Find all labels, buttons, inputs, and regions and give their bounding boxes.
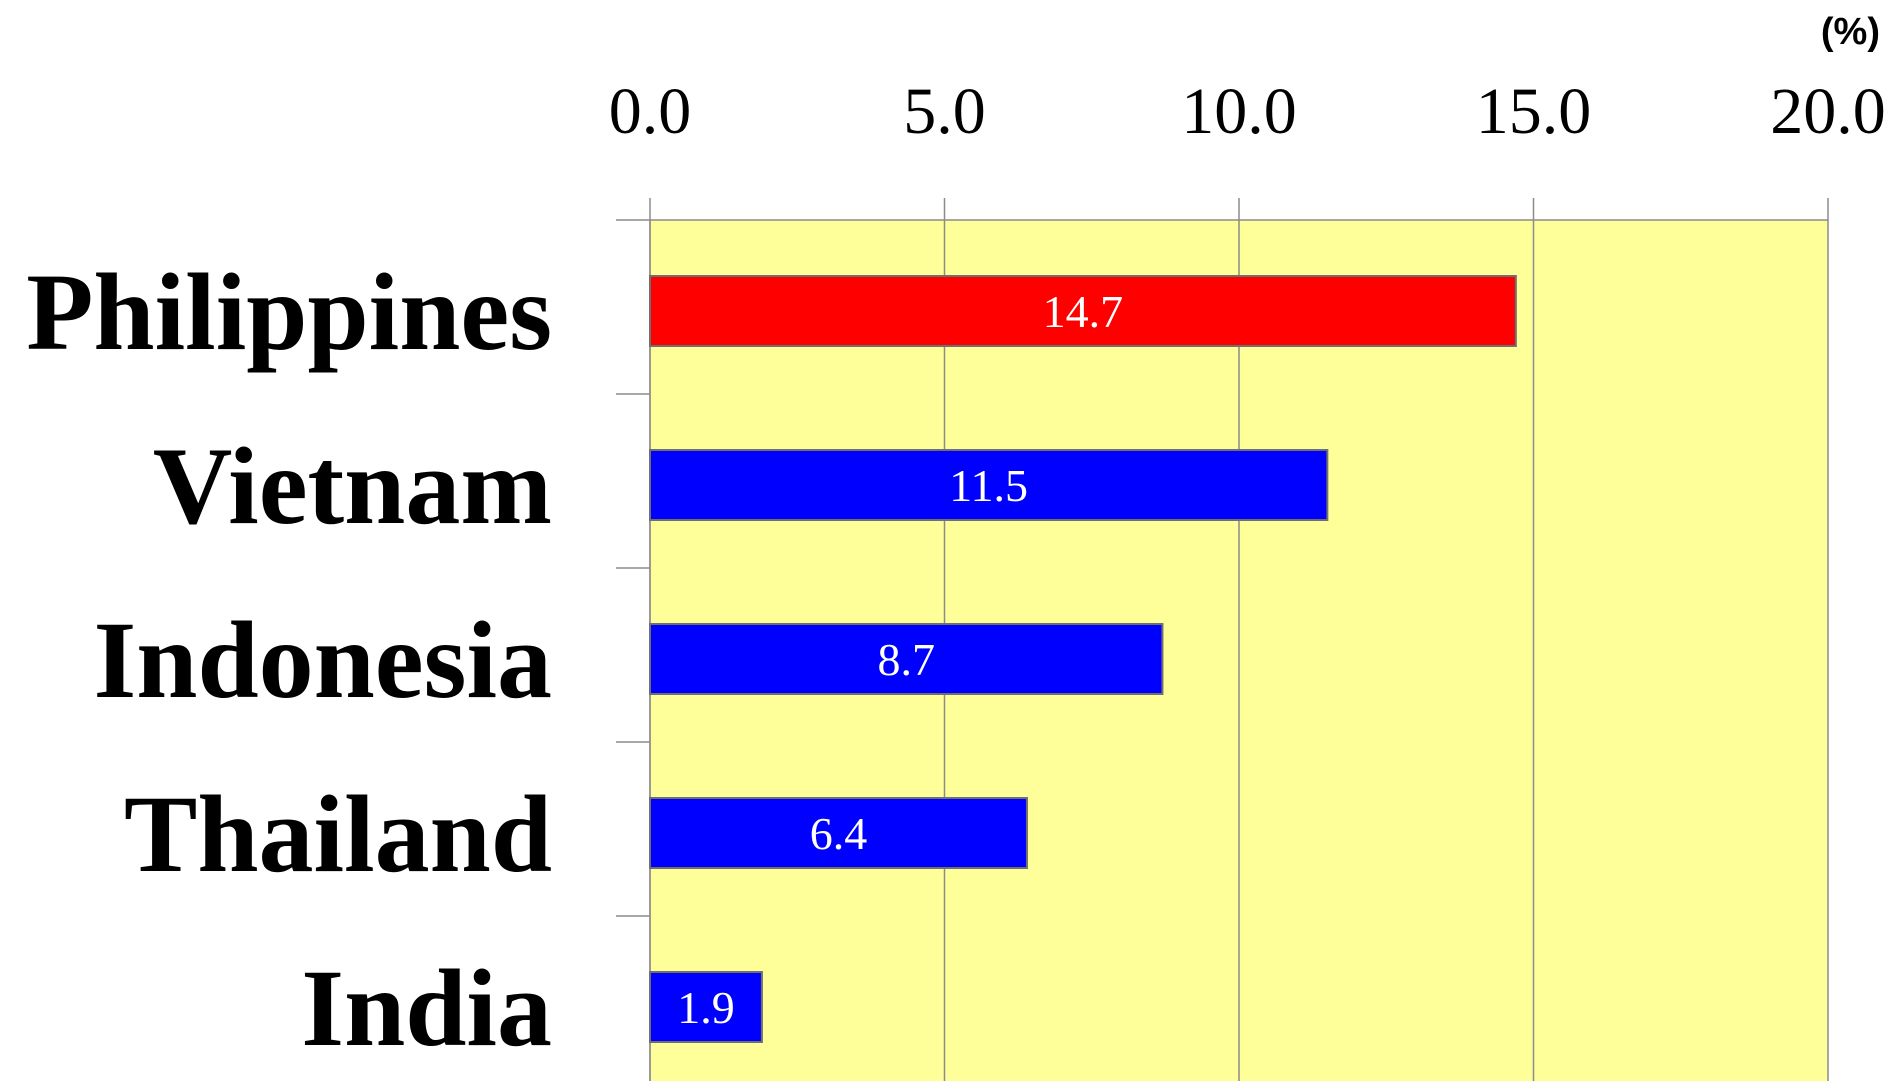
bar-vietnam [649, 449, 1329, 521]
x-tick-label: 0.0 [609, 75, 692, 148]
data-label: 1.9 [677, 982, 735, 1033]
category-label: Philippines [26, 251, 552, 373]
x-tick-label: 10.0 [1181, 75, 1297, 148]
data-label: 8.7 [877, 634, 935, 685]
bar-thailand [649, 797, 1028, 869]
category-label: Thailand [124, 773, 552, 895]
category-label: Vietnam [153, 425, 552, 547]
data-label: 14.7 [1043, 286, 1124, 337]
x-tick-label: 5.0 [903, 75, 986, 148]
bar-philippines [649, 275, 1517, 347]
category-label: India [301, 947, 552, 1069]
category-label: Indonesia [93, 599, 552, 721]
bar-indonesia [649, 623, 1164, 695]
unit-label: (%) [1821, 11, 1880, 53]
data-label: 6.4 [810, 808, 868, 859]
x-tick-label: 15.0 [1476, 75, 1592, 148]
bar-india [649, 971, 763, 1043]
labels: 0.0 5.0 10.0 15.0 20.0 Philippines 14.7 Vietnam… [26, 75, 1886, 1069]
data-label: 11.5 [949, 460, 1028, 511]
bars [649, 275, 1517, 1043]
x-tick-label: 20.0 [1770, 75, 1886, 148]
